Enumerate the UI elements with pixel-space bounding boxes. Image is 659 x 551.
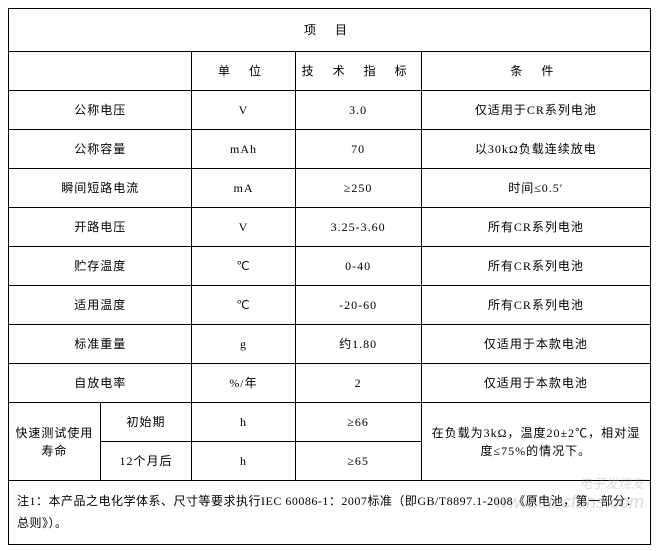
row-unit: ℃	[192, 247, 295, 286]
table-title: 项 目	[9, 9, 651, 52]
lifespan-condition: 在负载为3kΩ，温度20±2℃，相对湿度≤75%的情况下。	[421, 403, 650, 481]
row-spec: 2	[295, 364, 421, 403]
table-row: 标准重量 g 约1.80 仅适用于本款电池	[9, 325, 651, 364]
row-condition: 仅适用于本款电池	[421, 364, 650, 403]
row-unit: mAh	[192, 130, 295, 169]
row-spec: 3.0	[295, 91, 421, 130]
row-name: 公称容量	[9, 130, 192, 169]
row-unit: V	[192, 208, 295, 247]
row-spec: 3.25-3.60	[295, 208, 421, 247]
lifespan-sub: 初始期	[100, 403, 192, 442]
spec-table: 项 目 单 位 技 术 指 标 条 件 公称电压 V 3.0 仅适用于CR系列电…	[8, 8, 651, 545]
lifespan-unit: h	[192, 403, 295, 442]
lifespan-spec: ≥65	[295, 442, 421, 481]
lifespan-sub: 12个月后	[100, 442, 192, 481]
row-unit: %/年	[192, 364, 295, 403]
row-condition: 所有CR系列电池	[421, 286, 650, 325]
table-row: 贮存温度 ℃ 0-40 所有CR系列电池	[9, 247, 651, 286]
table-row: 开路电压 V 3.25-3.60 所有CR系列电池	[9, 208, 651, 247]
row-unit: V	[192, 91, 295, 130]
table-row: 公称容量 mAh 70 以30kΩ负载连续放电	[9, 130, 651, 169]
lifespan-row-1: 快速测试使用寿命 初始期 h ≥66 在负载为3kΩ，温度20±2℃，相对湿度≤…	[9, 403, 651, 442]
row-spec: 70	[295, 130, 421, 169]
table-row: 瞬间短路电流 mA ≥250 时间≤0.5′	[9, 169, 651, 208]
header-unit: 单 位	[192, 52, 295, 91]
row-name: 自放电率	[9, 364, 192, 403]
footnote-row: 注1：本产品之电化学体系、尺寸等要求执行IEC 60086-1：2007标准（即…	[9, 481, 651, 545]
row-spec: 0-40	[295, 247, 421, 286]
row-condition: 时间≤0.5′	[421, 169, 650, 208]
row-name: 标准重量	[9, 325, 192, 364]
row-condition: 所有CR系列电池	[421, 208, 650, 247]
header-spec: 技 术 指 标	[295, 52, 421, 91]
row-unit: mA	[192, 169, 295, 208]
header-condition: 条 件	[421, 52, 650, 91]
lifespan-group-label: 快速测试使用寿命	[9, 403, 101, 481]
lifespan-spec: ≥66	[295, 403, 421, 442]
row-condition: 仅适用于CR系列电池	[421, 91, 650, 130]
row-spec: -20-60	[295, 286, 421, 325]
title-row: 项 目	[9, 9, 651, 52]
row-name: 开路电压	[9, 208, 192, 247]
lifespan-unit: h	[192, 442, 295, 481]
row-condition: 所有CR系列电池	[421, 247, 650, 286]
row-unit: g	[192, 325, 295, 364]
row-condition: 仅适用于本款电池	[421, 325, 650, 364]
footnote-text: 注1：本产品之电化学体系、尺寸等要求执行IEC 60086-1：2007标准（即…	[9, 481, 651, 545]
row-condition: 以30kΩ负载连续放电	[421, 130, 650, 169]
header-blank	[9, 52, 192, 91]
header-row: 单 位 技 术 指 标 条 件	[9, 52, 651, 91]
row-spec: ≥250	[295, 169, 421, 208]
row-name: 公称电压	[9, 91, 192, 130]
row-name: 贮存温度	[9, 247, 192, 286]
row-spec: 约1.80	[295, 325, 421, 364]
row-unit: ℃	[192, 286, 295, 325]
table-row: 适用温度 ℃ -20-60 所有CR系列电池	[9, 286, 651, 325]
table-row: 公称电压 V 3.0 仅适用于CR系列电池	[9, 91, 651, 130]
table-row: 自放电率 %/年 2 仅适用于本款电池	[9, 364, 651, 403]
row-name: 瞬间短路电流	[9, 169, 192, 208]
row-name: 适用温度	[9, 286, 192, 325]
